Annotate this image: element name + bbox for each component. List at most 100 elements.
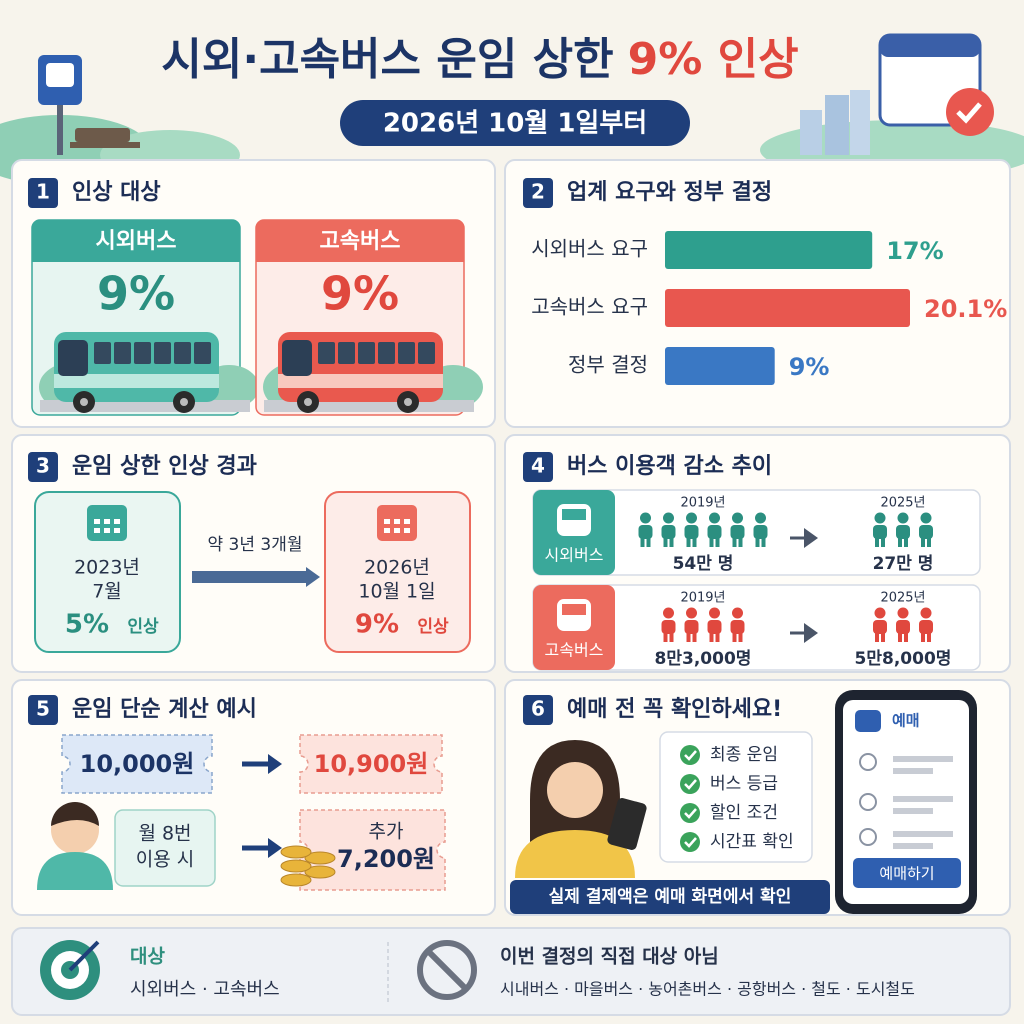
person-leg <box>921 537 925 547</box>
row-count: 8만3,000명 <box>655 649 752 669</box>
bus-window <box>174 342 191 364</box>
decoration <box>46 63 74 87</box>
person-leg <box>881 537 885 547</box>
phone-line <box>893 808 933 814</box>
ticket <box>299 809 446 891</box>
row-count: 54만 명 <box>673 554 734 574</box>
phone-line <box>893 831 953 837</box>
timeline-date: 7월 <box>92 581 122 603</box>
calendar-cell <box>114 519 120 524</box>
no-slash <box>425 948 469 992</box>
title-highlight: 9% 인상 <box>628 34 799 85</box>
section-number: 4 <box>531 454 545 478</box>
calendar-cell <box>404 519 410 524</box>
timeline-date: 2023년 <box>74 557 140 579</box>
phone-in-hand <box>607 798 647 850</box>
calendar-cell <box>94 528 100 533</box>
check-item: 할인 조건 <box>710 803 778 823</box>
bus-window <box>378 342 395 364</box>
decoration <box>70 142 140 148</box>
person-leg <box>904 632 908 642</box>
section-number: 3 <box>36 454 50 478</box>
arrow-head <box>268 838 282 858</box>
calendar-cell <box>394 528 400 533</box>
person-body <box>896 620 910 634</box>
phone-field-icon <box>859 753 877 771</box>
timeline-note: 인상 <box>127 617 159 637</box>
person-leg <box>921 632 925 642</box>
check-icon <box>680 774 700 794</box>
section-badge <box>28 178 58 208</box>
phone-field-icon <box>859 793 877 811</box>
date: 2026년 10월 1일부터 <box>383 109 647 139</box>
person-leg <box>875 632 879 642</box>
bar-label: 시외버스 요구 <box>531 237 648 261</box>
person-leg <box>738 632 743 642</box>
bus-window <box>318 342 335 364</box>
check-mark <box>684 779 697 790</box>
title: 시외·고속버스 운임 상한 9% 인상 <box>161 34 798 85</box>
hub <box>180 398 188 406</box>
row-label: 고속버스 <box>545 641 604 660</box>
person-leg <box>732 632 737 642</box>
decoration <box>57 105 63 155</box>
bar-value-label: 20.1% <box>924 295 1007 323</box>
person-leg <box>898 537 902 547</box>
person-leg <box>686 632 691 642</box>
person-body <box>707 620 722 634</box>
bus-windshield <box>58 340 88 376</box>
person-body <box>753 525 768 539</box>
target-arrow <box>68 940 100 972</box>
person-body <box>730 525 745 539</box>
section-badge <box>28 695 58 725</box>
person-head <box>897 512 909 524</box>
phone-header: 예매 <box>892 712 920 730</box>
person-body <box>684 525 699 539</box>
person-head <box>732 512 743 524</box>
person-head <box>897 607 909 619</box>
person-leg <box>761 537 766 547</box>
person-hair <box>51 802 99 826</box>
section-title: 운임 단순 계산 예시 <box>72 697 257 722</box>
timeline-date: 2026년 <box>364 557 430 579</box>
banner-text: 실제 결제액은 예매 화면에서 확인 <box>549 887 792 907</box>
check-icon <box>680 745 700 765</box>
ticket <box>61 734 213 794</box>
section-number: 2 <box>531 180 545 204</box>
check-mark <box>684 750 697 761</box>
card-header <box>256 220 464 262</box>
person-leg <box>692 537 697 547</box>
section-badge <box>523 695 553 725</box>
phone-line <box>893 768 933 774</box>
person-body <box>896 525 910 539</box>
decoration <box>800 110 822 155</box>
person-body <box>873 620 887 634</box>
bar <box>665 347 775 385</box>
fare-before: 10,000원 <box>80 750 195 778</box>
footer-target-text: 시외버스 · 고속버스 <box>130 979 280 1000</box>
person-body <box>661 620 676 634</box>
phone-line <box>893 796 953 802</box>
timeline-rate: 5% <box>65 610 109 640</box>
phone-line <box>893 843 933 849</box>
section-badge <box>28 452 58 482</box>
person-head <box>663 607 674 619</box>
coin <box>304 865 336 879</box>
section-title: 운임 상한 인상 경과 <box>72 454 257 479</box>
person-leg <box>738 537 743 547</box>
woman-body <box>515 830 635 878</box>
calendar-cell <box>94 519 100 524</box>
footer-target-title: 대상 <box>130 946 165 968</box>
section-number: 6 <box>531 697 545 721</box>
person-head <box>755 512 766 524</box>
person-leg <box>927 537 931 547</box>
phone-button-label: 예매하기 <box>879 865 934 883</box>
person-head <box>732 607 743 619</box>
phone-button <box>853 858 961 888</box>
timeline-date: 10월 1일 <box>358 581 435 603</box>
timeline-note: 인상 <box>417 617 449 637</box>
person-head <box>920 607 932 619</box>
coin <box>304 851 336 865</box>
timeline-box <box>324 491 471 653</box>
